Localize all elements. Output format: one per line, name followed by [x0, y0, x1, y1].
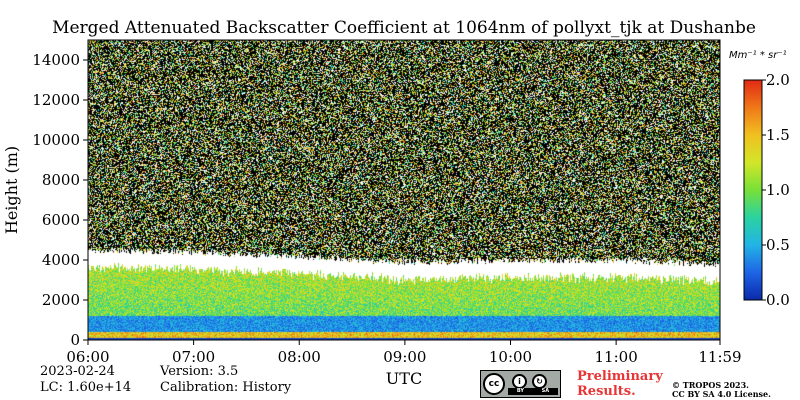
- colorbar-tick-label: 0.0: [766, 291, 790, 309]
- footer-date: 2023-02-24: [40, 364, 115, 379]
- x-tick-label: 06:00: [66, 348, 109, 366]
- footer-version: Version: 3.5: [160, 364, 239, 379]
- copyright-line-1: © TROPOS 2023.: [672, 380, 749, 390]
- cc-sa-label: SA: [541, 388, 550, 394]
- colorbar-tick-label: 2.0: [766, 71, 790, 89]
- y-tick-label: 6000: [42, 211, 80, 229]
- y-axis-label: Height (m): [2, 146, 21, 234]
- colorbar-tick-label: 1.5: [766, 126, 790, 144]
- preliminary-notice: Preliminary Results.: [577, 369, 663, 399]
- chart-title: Merged Attenuated Backscatter Coefficien…: [52, 18, 756, 38]
- preliminary-line-2: Results.: [577, 384, 636, 399]
- preliminary-line-1: Preliminary: [577, 369, 663, 384]
- x-tick-label: 07:00: [172, 348, 215, 366]
- plot-frame: [87, 39, 721, 341]
- x-tick-label: 09:00: [383, 348, 426, 366]
- colorbar-unit-label: Mm⁻¹ * sr⁻¹: [729, 50, 787, 61]
- colorbar: [743, 79, 763, 301]
- heatmap-image: [88, 40, 720, 340]
- y-tick-label: 8000: [42, 171, 80, 189]
- x-tick-label: 08:00: [278, 348, 321, 366]
- y-tick-label: 12000: [32, 91, 80, 109]
- footer-lc: LC: 1.60e+14: [40, 380, 132, 395]
- copyright-line-2: CC BY SA 4.0 License.: [672, 389, 771, 399]
- cc-license-badge: cc i ↻ BY SA: [480, 370, 561, 398]
- x-tick-label: 11:00: [595, 348, 638, 366]
- copyright-notice: © TROPOS 2023. CC BY SA 4.0 License.: [672, 381, 771, 399]
- x-tick-label: 10:00: [489, 348, 532, 366]
- colorbar-tick-label: 0.5: [766, 236, 790, 254]
- x-tick-label: 11:59: [698, 348, 741, 366]
- colorbar-ticks: 0.0 0.5 1.0 1.5 2.0: [762, 71, 790, 309]
- attribution-icon: i: [512, 374, 527, 389]
- y-tick-label: 10000: [32, 131, 80, 149]
- y-axis: 0 2000 4000 6000 8000 10000 12000 14000: [32, 51, 88, 349]
- colorbar-tick-label: 1.0: [766, 181, 790, 199]
- x-axis: 06:00 07:00 08:00 09:00 10:00 11:00 11:59: [66, 340, 742, 366]
- share-alike-icon: ↻: [532, 374, 547, 389]
- y-tick-label: 4000: [42, 251, 80, 269]
- cc-badge-bar: BY SA: [508, 388, 558, 395]
- cc-by-label: BY: [516, 388, 524, 394]
- y-tick-label: 0: [70, 331, 80, 349]
- footer-calibration: Calibration: History: [160, 380, 292, 395]
- cc-icon: cc: [483, 373, 505, 395]
- y-tick-label: 14000: [32, 51, 80, 69]
- x-axis-label: UTC: [386, 369, 422, 388]
- y-tick-label: 2000: [42, 291, 80, 309]
